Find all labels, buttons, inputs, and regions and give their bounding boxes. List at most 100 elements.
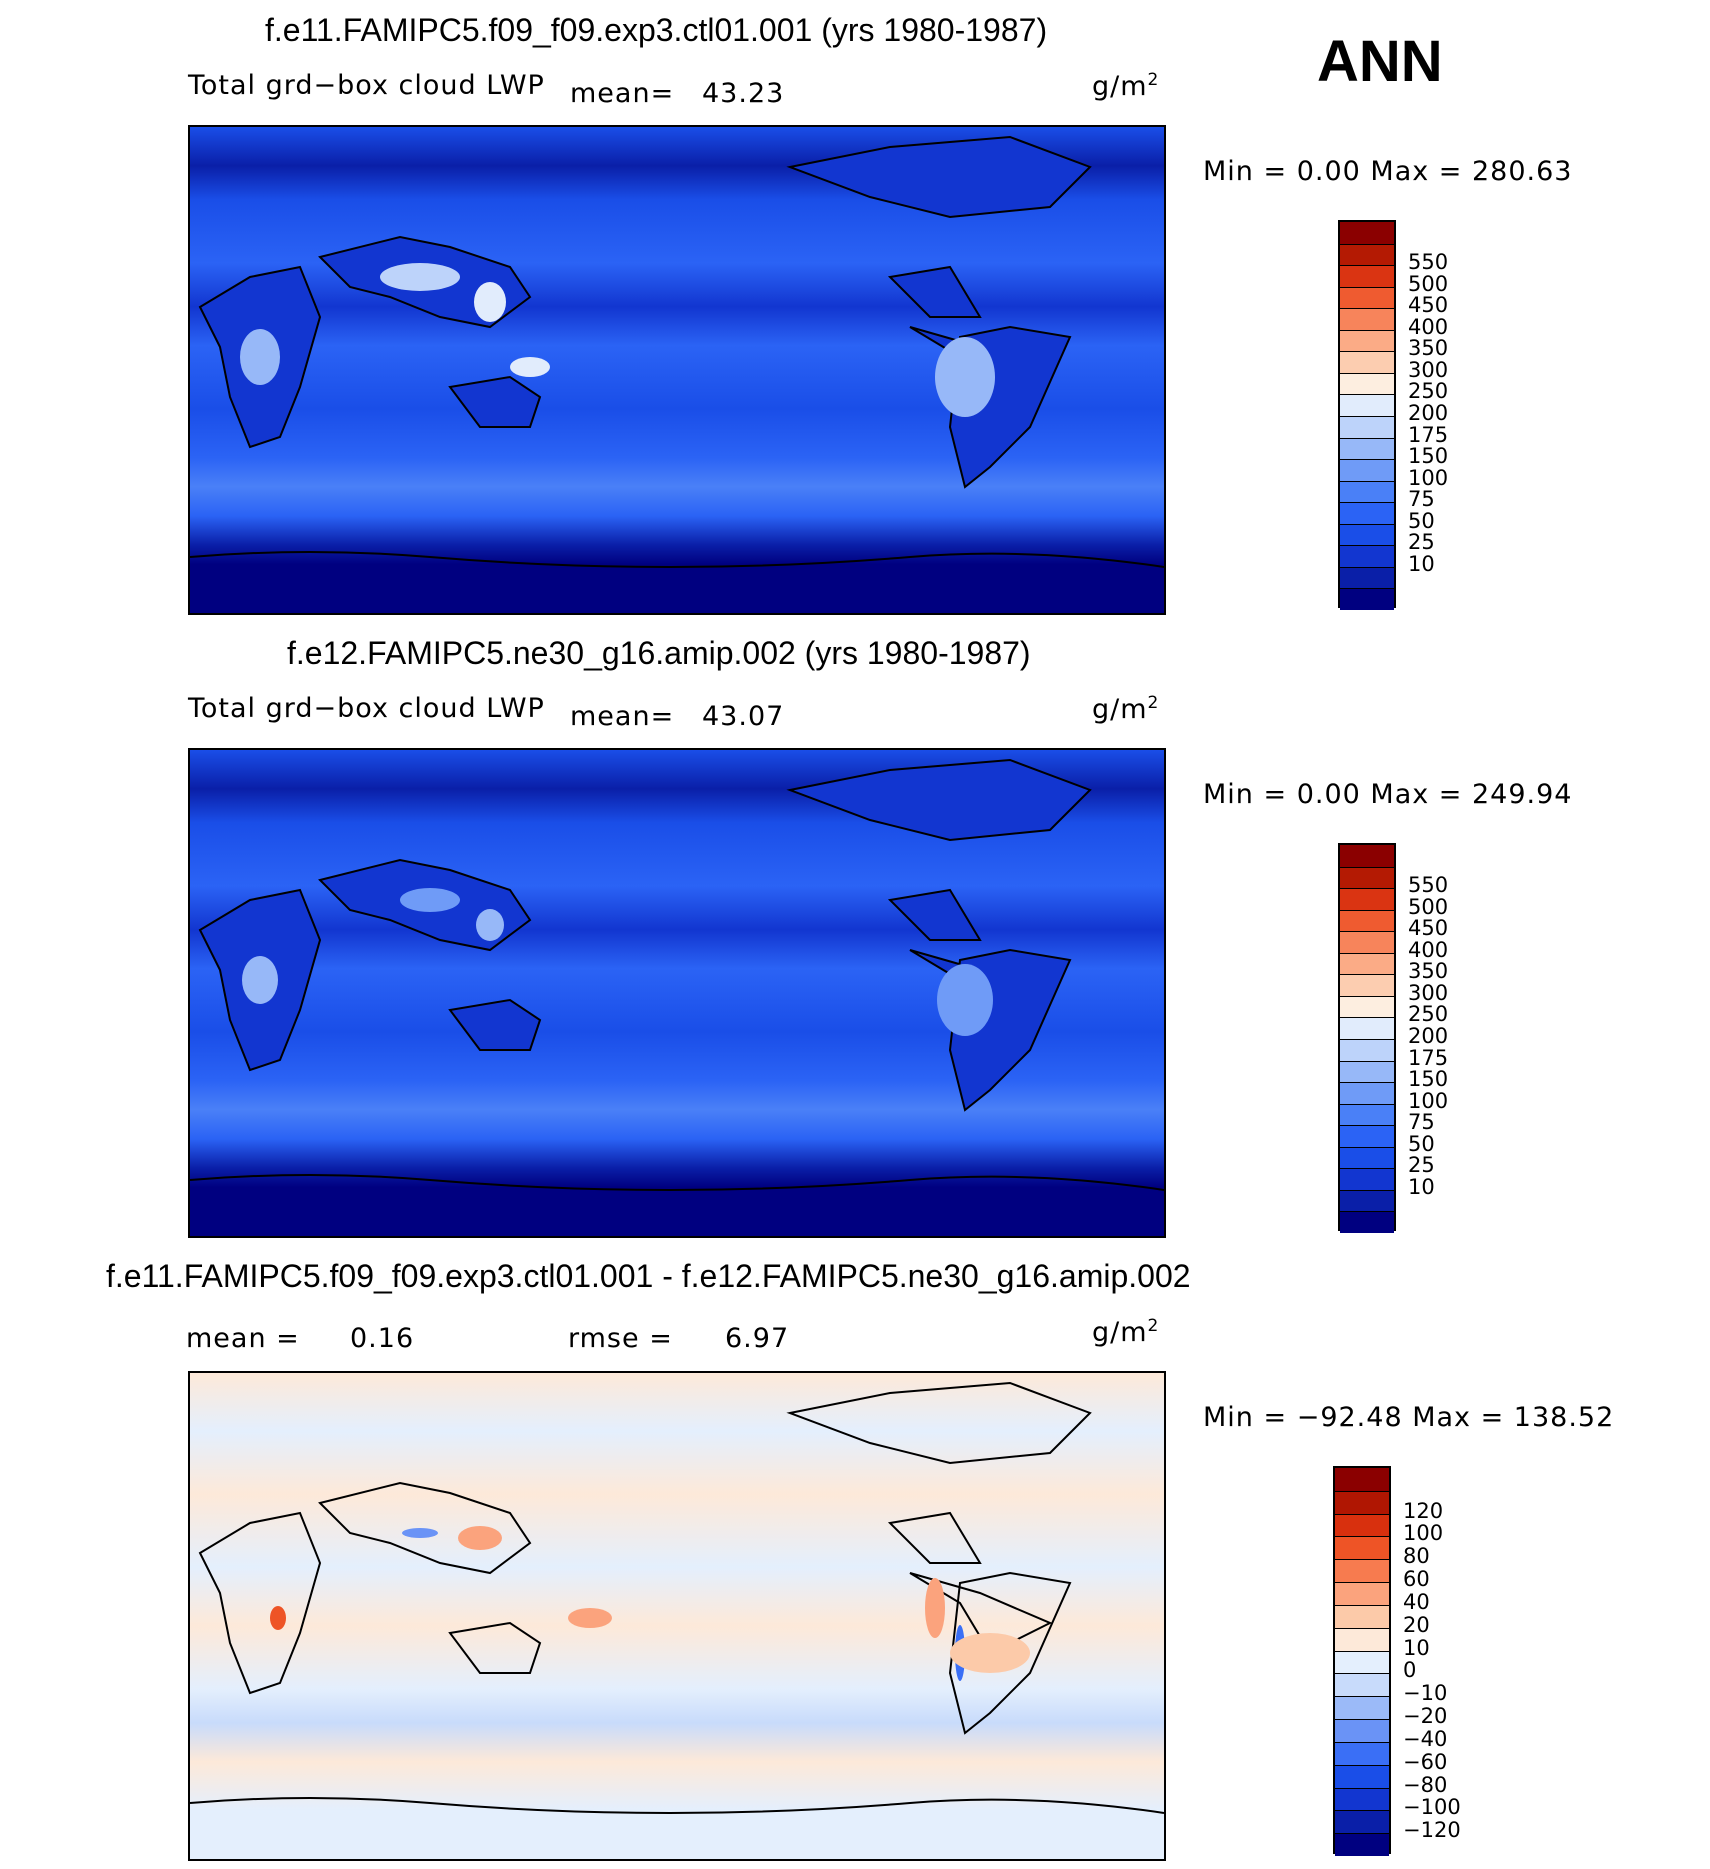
- panel-1-mean-label: mean=: [570, 78, 675, 109]
- colorbar-swatch: [1340, 1146, 1394, 1169]
- panel-1-highlights: [240, 263, 995, 417]
- colorbar-tick-label: 500: [1408, 271, 1449, 296]
- colorbar-swatch: [1340, 351, 1394, 373]
- panel-3-anomalies: [270, 1526, 1030, 1681]
- colorbar-swatch: [1335, 1627, 1389, 1651]
- colorbar-tick-label: −80: [1403, 1772, 1448, 1797]
- panel-3-mean-label: mean =: [186, 1323, 300, 1354]
- colorbar-tick-label: 450: [1408, 293, 1449, 318]
- panel-3-title: f.e11.FAMIPC5.f09_f09.exp3.ctl01.001 - f…: [106, 1258, 1191, 1294]
- colorbar-swatch: [1335, 1513, 1389, 1537]
- colorbar-swatch: [1340, 1039, 1394, 1061]
- colorbar-swatch: [1340, 222, 1394, 244]
- colorbar-swatch: [1340, 523, 1394, 546]
- colorbar-tick-label: 80: [1403, 1544, 1430, 1569]
- colorbar-tick-label: 300: [1408, 357, 1449, 382]
- panel-1-mean-value: 43.23: [702, 78, 785, 109]
- colorbar-swatch: [1335, 1490, 1389, 1514]
- colorbar-swatch: [1340, 931, 1394, 953]
- colorbar-swatch: [1340, 480, 1394, 503]
- colorbar-swatch: [1340, 566, 1394, 589]
- colorbar-tick-label: 25: [1408, 530, 1435, 555]
- colorbar-tick-label: −60: [1403, 1749, 1448, 1774]
- colorbar-tick-label: −120: [1403, 1818, 1461, 1843]
- panel-3-colorbar: −120 −100 −80 −60 −40 −20 −10 0 10 20 40 60 80 100 120: [1333, 1466, 1461, 1856]
- colorbar-swatch: [1340, 265, 1394, 287]
- colorbar-tick-label: 40: [1403, 1589, 1430, 1614]
- colorbar-swatch: [1340, 845, 1394, 867]
- colorbar-tick-label: 120: [1403, 1498, 1444, 1523]
- panel-1-title: f.e11.FAMIPC5.f09_f09.exp3.ctl01.001 (yr…: [265, 12, 1048, 48]
- colorbar-tick-label: 250: [1408, 1002, 1449, 1027]
- colorbar-swatch: [1335, 1833, 1389, 1856]
- colorbar-swatch: [1335, 1468, 1389, 1491]
- colorbar-swatch: [1335, 1604, 1389, 1628]
- colorbar-swatch: [1335, 1787, 1389, 1811]
- colorbar-swatch: [1340, 1017, 1394, 1039]
- colorbar-swatch: [1335, 1741, 1389, 1765]
- colorbar-tick-label: 100: [1408, 1088, 1449, 1113]
- colorbar-swatch: [1335, 1719, 1389, 1742]
- colorbar-strip: [1338, 843, 1396, 1233]
- season-label: ANN: [1317, 29, 1443, 94]
- colorbar-swatch: [1340, 974, 1394, 996]
- colorbar-swatch: [1340, 909, 1394, 932]
- colorbar-swatch: [1340, 1082, 1394, 1104]
- colorbar-swatch: [1335, 1582, 1389, 1605]
- colorbar-tick-label: 500: [1408, 894, 1449, 919]
- colorbar-swatch: [1340, 329, 1394, 352]
- colorbar-tick-label: −10: [1403, 1681, 1448, 1706]
- colorbar-tick-label: 250: [1408, 379, 1449, 404]
- colorbar-swatch: [1335, 1536, 1389, 1560]
- colorbar-tick-label: 175: [1408, 1045, 1449, 1070]
- colorbar-tick-label: 400: [1408, 314, 1449, 339]
- panel-2-land: [198, 758, 1092, 1112]
- panel-3-mean-value: 0.16: [350, 1323, 415, 1354]
- colorbar-tick-label: 550: [1408, 873, 1449, 898]
- colorbar-tick-label: 50: [1408, 1131, 1435, 1156]
- colorbar-tick-label: 550: [1408, 250, 1449, 275]
- colorbar-tick-label: 0: [1403, 1658, 1417, 1683]
- colorbar-swatch: [1340, 394, 1394, 416]
- colorbar-swatch: [1335, 1696, 1389, 1720]
- colorbar-swatch: [1340, 502, 1394, 524]
- colorbar-swatch: [1340, 888, 1394, 910]
- colorbar-swatch: [1340, 308, 1394, 330]
- panel-2-variable: Total grd−box cloud LWP: [188, 693, 545, 724]
- colorbar-swatch: [1340, 1211, 1394, 1233]
- colorbar-tick-label: −20: [1403, 1704, 1448, 1729]
- colorbar-swatch: [1340, 1168, 1394, 1190]
- colorbar-tick-label: 350: [1408, 336, 1449, 361]
- colorbar-strip: [1333, 1466, 1391, 1856]
- colorbar-tick-label: −40: [1403, 1726, 1448, 1751]
- colorbar-swatch: [1340, 372, 1394, 395]
- panel-2-mean-value: 43.07: [702, 701, 785, 732]
- colorbar-tick-label: 10: [1408, 551, 1435, 576]
- colorbar-swatch: [1335, 1764, 1389, 1788]
- colorbar-swatch: [1340, 459, 1394, 481]
- colorbar-tick-label: 100: [1403, 1521, 1444, 1546]
- colorbar-tick-label: 150: [1408, 1067, 1449, 1092]
- colorbar-swatch: [1340, 952, 1394, 975]
- colorbar-tick-label: 10: [1403, 1635, 1430, 1660]
- colorbar-tick-label: 20: [1403, 1612, 1430, 1637]
- colorbar-tick-label: 25: [1408, 1153, 1435, 1178]
- colorbar-swatch: [1340, 437, 1394, 460]
- colorbar-tick-label: 75: [1408, 487, 1435, 512]
- panel-1-units: g/m2: [1092, 70, 1160, 102]
- colorbar-swatch: [1340, 995, 1394, 1018]
- panel-1-contour-field: [190, 127, 1164, 613]
- colorbar-strip: [1338, 220, 1396, 610]
- colorbar-swatch: [1340, 286, 1394, 309]
- colorbar-swatch: [1340, 588, 1394, 610]
- colorbar-tick-label: 175: [1408, 422, 1449, 447]
- panel-2-units: g/m2: [1092, 693, 1160, 725]
- colorbar-swatch: [1340, 1103, 1394, 1126]
- panel-2-minmax: Min = 0.00 Max = 249.94: [1203, 779, 1573, 810]
- panel-3-units: g/m2: [1092, 1316, 1160, 1348]
- panel-2-map: [188, 748, 1166, 1238]
- panel-2-contour-field: [190, 750, 1164, 1236]
- panel-2-highlights: [242, 888, 993, 1036]
- panel-3-map: [188, 1371, 1166, 1861]
- colorbar-swatch: [1340, 866, 1394, 889]
